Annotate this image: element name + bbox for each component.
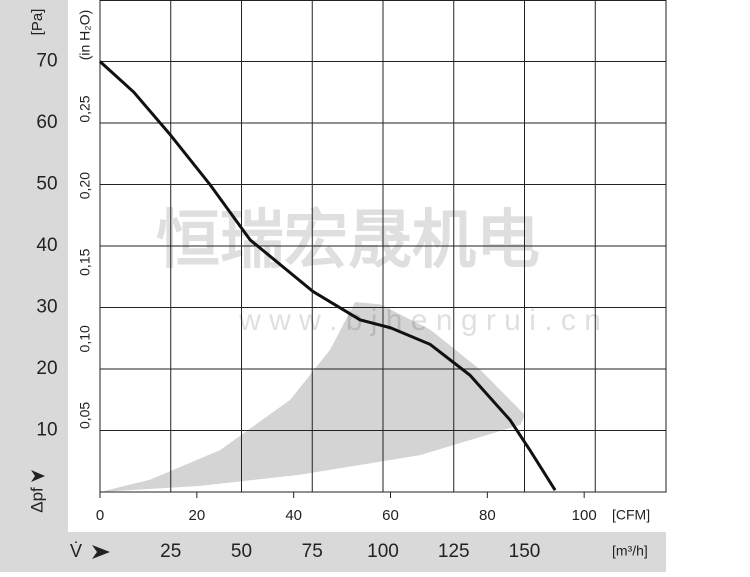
y-tick-label: 10 [36,420,57,441]
x-tick-label: 20 [188,507,205,524]
x2-tick-label: 75 [302,541,323,562]
x-tick-label: 80 [479,507,496,524]
x2-tick-label: 50 [231,541,252,562]
watermark-url: w w w . b j h e n g r u i . c n [238,304,601,337]
y-arrow [31,470,45,482]
y-tick-label: 70 [36,51,57,72]
x-tick-label: 100 [572,507,597,524]
y-label: Δpf [27,487,46,513]
y2-tick-label: 0,15 [77,248,93,275]
x2-tick-label: 25 [160,541,181,562]
x-tick-label: 0 [96,507,104,524]
y2-tick-label: 0,20 [77,172,93,199]
y2-tick-label: 0,10 [77,325,93,352]
x-unit: [CFM] [612,507,650,523]
y-tick-label: 20 [36,358,57,379]
y2-unit: (in H₂O) [77,10,93,61]
y-unit: [Pa] [29,9,46,36]
x2-tick-label: 125 [438,541,470,562]
x2-tick-label: 150 [509,541,541,562]
bottom-band [0,532,666,572]
left-band [0,0,68,572]
x2-arrow [92,545,110,559]
y-tick-label: 50 [36,174,57,195]
x-tick-label: 40 [285,507,302,524]
x2-label: V̇ [70,541,82,561]
y-tick-label: 30 [36,297,57,318]
y-tick-label: 60 [36,112,57,133]
x2-tick-label: 100 [367,541,399,562]
x2-unit: [m³/h] [612,543,648,559]
x-tick-label: 60 [382,507,399,524]
y2-tick-label: 0,25 [77,95,93,122]
y-tick-label: 40 [36,235,57,256]
y2-tick-label: 0,05 [77,402,93,429]
watermark: 恒瑞宏晟机电 [156,204,540,276]
curve [98,60,557,491]
